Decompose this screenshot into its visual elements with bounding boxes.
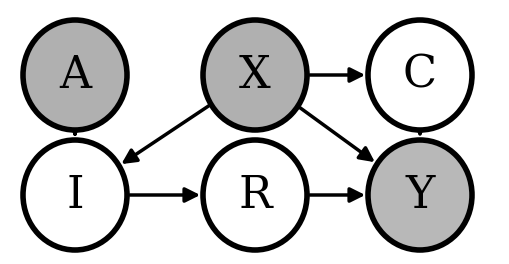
Ellipse shape [203,140,306,250]
Text: R: R [238,173,271,216]
Text: A: A [59,53,91,97]
Ellipse shape [203,20,306,130]
Ellipse shape [367,140,471,250]
Text: X: X [239,53,270,97]
Ellipse shape [367,20,471,130]
Ellipse shape [23,140,127,250]
Text: I: I [66,173,83,216]
Text: C: C [402,53,436,97]
Text: Y: Y [405,173,434,216]
Ellipse shape [23,20,127,130]
